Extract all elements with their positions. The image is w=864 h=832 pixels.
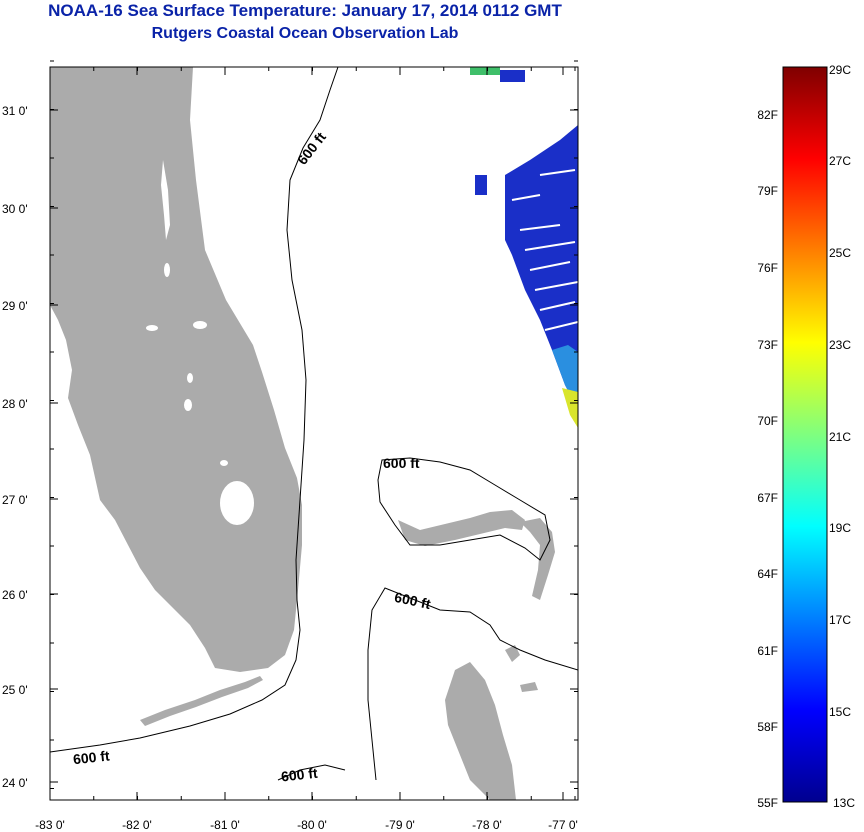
lon-tick-label: -83 0' <box>35 818 65 832</box>
map-area <box>50 67 578 800</box>
contour-label: 600 ft <box>72 747 110 767</box>
celsius-label: 13C <box>833 796 855 810</box>
lat-tick-label: 28 0' <box>2 397 28 411</box>
grand-bahama-island <box>398 510 525 546</box>
inland-lake <box>184 399 192 411</box>
inland-lake <box>193 321 207 329</box>
sst-fragment <box>470 67 500 75</box>
celsius-label: 15C <box>829 705 851 719</box>
latitude-labels: 31 0' 30 0' 29 0' 28 0' 27 0' 26 0' 25 0… <box>2 104 28 790</box>
colorbar-fahrenheit-labels: 82F 79F 76F 73F 70F 67F 64F 61F 58F 55F <box>757 108 778 810</box>
colorbar-scale <box>782 66 828 803</box>
fahrenheit-label: 70F <box>757 414 778 428</box>
inland-lake <box>164 263 170 277</box>
map-subtitle: Rutgers Coastal Ocean Observation Lab <box>151 25 459 42</box>
lat-tick-label: 26 0' <box>2 588 28 602</box>
lat-tick-label: 27 0' <box>2 493 28 507</box>
fahrenheit-label: 82F <box>757 108 778 122</box>
colorbar-celsius-labels: 29C 27C 25C 23C 21C 19C 17C 15C 13C <box>829 63 855 810</box>
new-providence <box>520 682 538 692</box>
lon-tick-label: -78 0' <box>472 818 502 832</box>
celsius-label: 25C <box>829 246 851 260</box>
map-frame <box>49 66 579 801</box>
celsius-label: 23C <box>829 338 851 352</box>
longitude-ticks <box>49 67 576 800</box>
florida-keys <box>140 676 263 726</box>
contour-600ft-south <box>277 764 346 781</box>
lon-tick-label: -82 0' <box>122 818 152 832</box>
inland-lake <box>146 325 158 331</box>
inland-lake <box>187 373 193 383</box>
celsius-label: 27C <box>829 154 851 168</box>
fahrenheit-label: 79F <box>757 184 778 198</box>
contour-600ft-little-bahama-bank <box>377 457 551 561</box>
celsius-label: 29C <box>829 63 851 77</box>
lat-tick-label: 29 0' <box>2 299 28 313</box>
celsius-label: 17C <box>829 613 851 627</box>
st-johns-river <box>161 160 170 240</box>
fahrenheit-label: 61F <box>757 644 778 658</box>
sst-swath-cloud-streaks <box>511 169 578 331</box>
sst-swath-yellow <box>562 388 578 428</box>
contour-label: 600 ft <box>280 765 318 785</box>
celsius-label: 19C <box>829 521 851 535</box>
andros-island <box>445 662 516 800</box>
fahrenheit-label: 55F <box>757 796 778 810</box>
lat-tick-label: 31 0' <box>2 104 28 118</box>
contour-label: 600 ft <box>393 589 432 612</box>
celsius-label: 21C <box>829 430 851 444</box>
sst-fragment <box>475 175 487 195</box>
lon-tick-label: -80 0' <box>297 818 327 832</box>
lat-tick-label: 30 0' <box>2 202 28 216</box>
lon-tick-label: -77 0' <box>548 818 578 832</box>
latitude-ticks <box>50 60 578 789</box>
contour-600ft-great-bahama-bank <box>367 587 578 781</box>
longitude-labels: -83 0' -82 0' -81 0' -80 0' -79 0' -78 0… <box>35 818 578 832</box>
lat-tick-label: 25 0' <box>2 683 28 697</box>
fahrenheit-label: 73F <box>757 338 778 352</box>
berry-islands <box>505 645 520 662</box>
fahrenheit-label: 58F <box>757 720 778 734</box>
fahrenheit-label: 64F <box>757 567 778 581</box>
contour-label: 600 ft <box>383 455 420 471</box>
fahrenheit-label: 76F <box>757 261 778 275</box>
sst-fragment <box>500 70 525 82</box>
lake-okeechobee <box>220 481 254 525</box>
temperature-colorbar: 29C 27C 25C 23C 21C 19C 17C 15C 13C 82F … <box>757 63 855 810</box>
lon-tick-label: -81 0' <box>210 818 240 832</box>
inland-lake <box>220 460 228 466</box>
fahrenheit-label: 67F <box>757 491 778 505</box>
lat-tick-label: 24 0' <box>2 776 28 790</box>
lon-tick-label: -79 0' <box>385 818 415 832</box>
map-title: NOAA-16 Sea Surface Temperature: January… <box>48 1 562 20</box>
abaco-island <box>520 518 555 600</box>
contour-600ft-florida-shelf <box>50 67 339 753</box>
